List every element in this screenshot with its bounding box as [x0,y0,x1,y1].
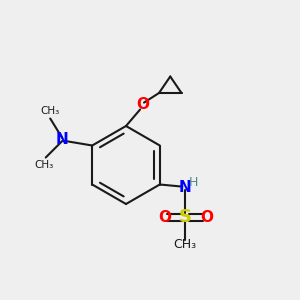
Text: O: O [200,210,213,225]
Text: CH₃: CH₃ [40,106,60,116]
Text: O: O [158,210,171,225]
Text: N: N [56,132,69,147]
Text: N: N [179,180,192,195]
Text: O: O [136,98,149,112]
Text: CH₃: CH₃ [34,160,54,170]
Text: CH₃: CH₃ [174,238,197,251]
Text: H: H [189,176,198,190]
Text: S: S [179,208,192,226]
